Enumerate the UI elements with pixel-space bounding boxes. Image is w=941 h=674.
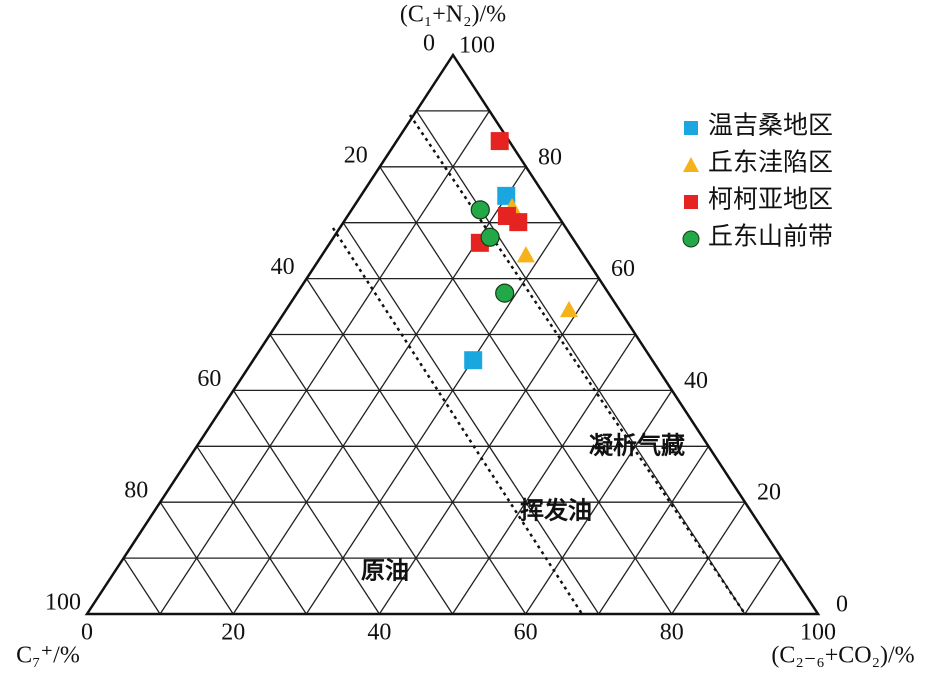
data-point <box>490 132 509 151</box>
grid-line <box>159 501 234 615</box>
tick-label: 40 <box>367 620 391 646</box>
grid-line <box>525 390 673 615</box>
legend-marker <box>684 121 698 135</box>
data-point <box>560 300 579 318</box>
data-point <box>509 213 528 232</box>
legend-marker <box>682 230 700 248</box>
grid-line <box>159 110 491 615</box>
grid-line <box>342 222 600 615</box>
tick-label: 80 <box>538 144 562 170</box>
tick-label: 20 <box>221 620 245 646</box>
tick-label: 0 <box>81 620 93 646</box>
legend-label: 柯柯亚地区 <box>708 186 833 214</box>
axis-title: (C₂₋₆+CO₂)/% <box>771 643 914 669</box>
grid-line <box>305 222 564 615</box>
grid-line <box>598 445 710 615</box>
grid-line <box>196 445 307 615</box>
grid-line <box>123 557 161 615</box>
legend-label: 温吉桑地区 <box>708 112 833 140</box>
tick-label: 60 <box>514 620 538 646</box>
grid-line <box>269 334 454 615</box>
data-point <box>516 246 535 263</box>
grid-line <box>451 334 637 615</box>
tick-label: 60 <box>197 366 221 392</box>
tick-label: 100 <box>45 590 81 616</box>
data-point <box>464 351 483 370</box>
tick-label: 100 <box>459 33 495 59</box>
grid-line <box>232 390 380 615</box>
tick-label: 20 <box>757 480 781 506</box>
region-label: 原油 <box>361 558 409 585</box>
tick-label: 0 <box>836 592 848 618</box>
data-point <box>497 186 516 205</box>
grid-line <box>415 110 746 615</box>
region-label: 挥发油 <box>520 497 592 525</box>
triangle-frame <box>84 52 821 616</box>
grid-line <box>744 557 783 615</box>
data-point <box>495 283 515 303</box>
tick-label: 40 <box>684 368 708 394</box>
tick-label: 0 <box>423 31 435 57</box>
tick-label: 20 <box>344 142 368 168</box>
data-point <box>480 227 500 247</box>
region-label: 凝析气藏 <box>589 432 685 460</box>
tick-label: 60 <box>611 256 635 282</box>
tick-label: 80 <box>124 478 148 504</box>
legend-marker <box>684 195 698 209</box>
legend-label: 丘东洼陷区 <box>708 149 833 177</box>
tick-label: 80 <box>660 620 684 646</box>
axis-title: (C₁+N₂)/% <box>400 2 506 28</box>
legend-marker <box>683 157 699 172</box>
tick-label: 40 <box>271 254 295 280</box>
data-point <box>470 200 490 220</box>
tick-label: 100 <box>800 620 836 646</box>
grid <box>123 110 783 615</box>
axis-title: C₇⁺/% <box>16 643 80 669</box>
legend-label: 丘东山前带 <box>708 223 833 251</box>
boundary-line <box>408 114 747 615</box>
